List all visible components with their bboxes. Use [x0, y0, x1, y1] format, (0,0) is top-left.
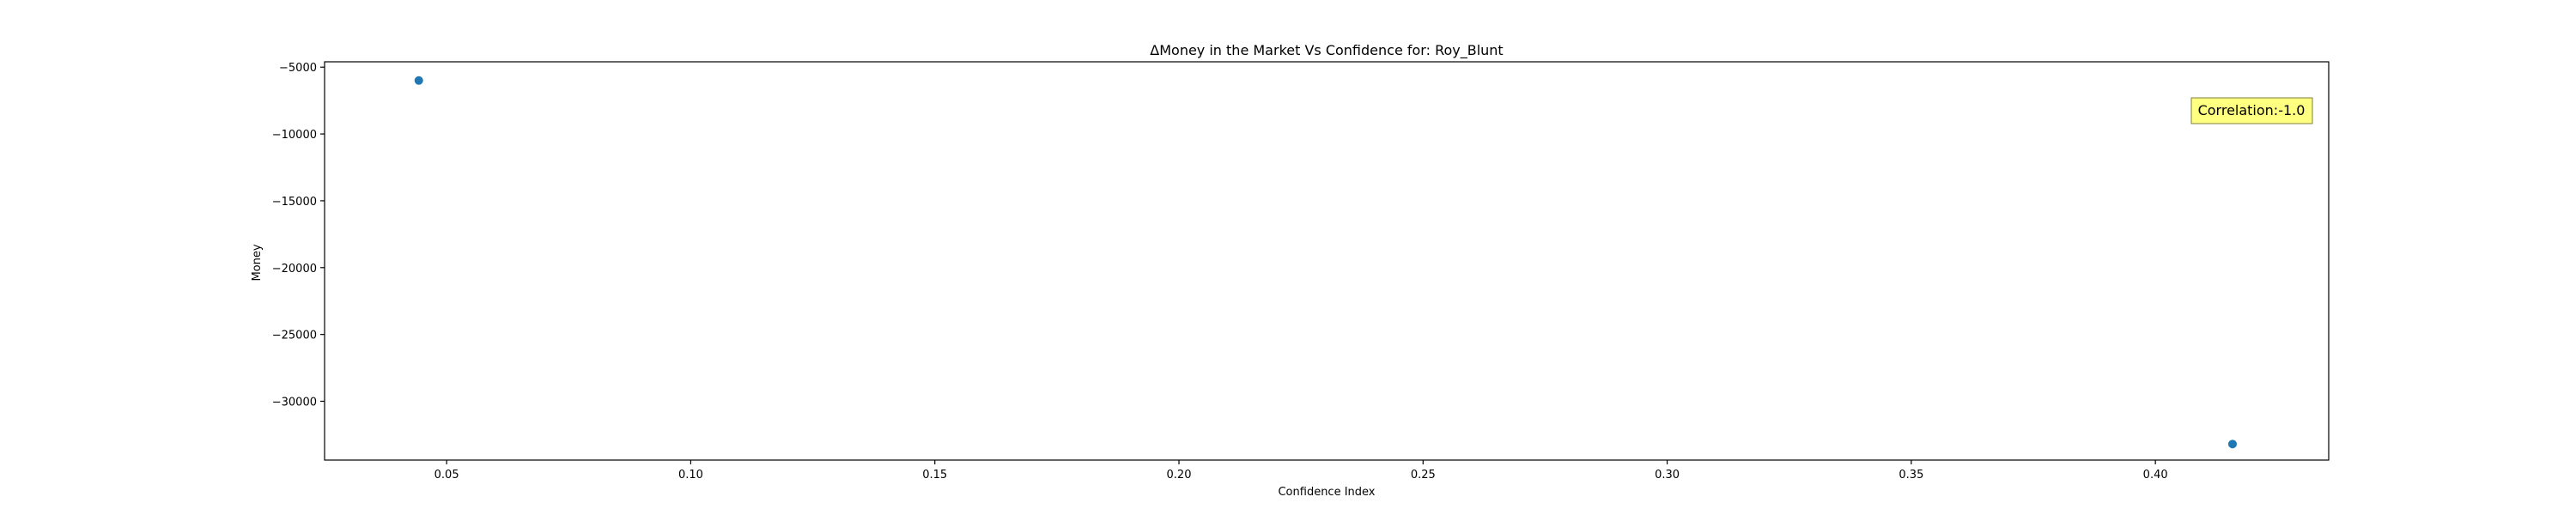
y-tick-label: −5000: [279, 62, 317, 75]
correlation-annotation-text: Correlation:-1.0: [2198, 102, 2306, 118]
plot-area-frame: [324, 61, 2330, 461]
data-point-1: [414, 76, 423, 85]
data-point-2: [2227, 439, 2237, 449]
x-tick-label: 0.05: [434, 469, 459, 482]
correlation-annotation-box: [2190, 97, 2313, 124]
y-tick-label: −30000: [272, 396, 317, 409]
x-tick-label: 0.40: [2143, 469, 2168, 482]
correlation-annotation: Correlation:-1.0: [2190, 97, 2313, 124]
x-tick-label: 0.10: [678, 469, 703, 482]
y-axis-label: Money: [251, 244, 264, 281]
y-tick-label: −20000: [272, 263, 317, 276]
points-layer: [414, 76, 2237, 449]
y-tick-label: −25000: [272, 330, 317, 342]
y-tick-label: −15000: [272, 196, 317, 209]
x-tick-label: 0.25: [1411, 469, 1436, 482]
x-tick-label: 0.15: [922, 469, 947, 482]
x-tick-label: 0.35: [1899, 469, 1923, 482]
y-axis-ticks: −5000 −10000 −15000 −20000 −25000 −30000: [272, 62, 325, 409]
y-tick-label: −10000: [272, 129, 317, 142]
x-axis-ticks: 0.05 0.10 0.15 0.20 0.25 0.30 0.35 0.40: [434, 460, 2168, 482]
x-axis-label: Confidence Index: [1278, 486, 1375, 499]
chart-title: ΔMoney in the Market Vs Confidence for: …: [1150, 42, 1503, 59]
x-tick-label: 0.20: [1167, 469, 1192, 482]
x-tick-label: 0.30: [1655, 469, 1680, 482]
